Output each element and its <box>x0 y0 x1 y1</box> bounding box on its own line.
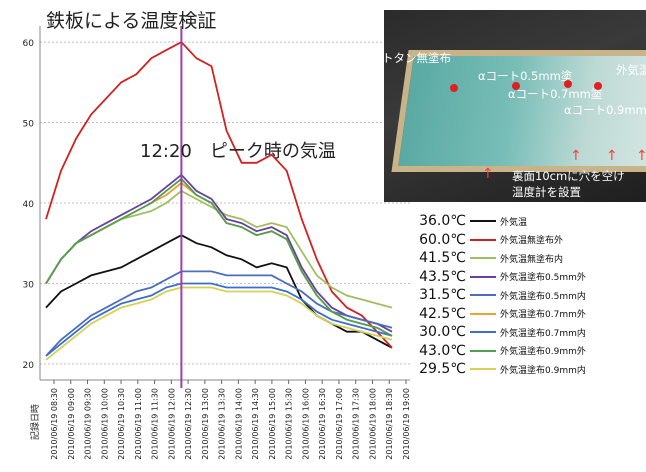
chart-grid <box>39 26 410 381</box>
legend-peak-value: 29.5℃ <box>419 361 466 378</box>
legend-entry: 36.0℃ 外気温 <box>408 212 586 231</box>
chart-series <box>45 40 393 361</box>
x-tick-label: 2010/06/19 09:30 <box>84 388 93 460</box>
x-tick-label: 2010/06/19 11:00 <box>134 388 143 460</box>
measure-point-dot <box>512 82 520 90</box>
series-line-外気温塗布0.7mm内 <box>45 282 393 357</box>
series-line-外気温塗布0.5mm内 <box>45 270 393 357</box>
chart-legend: 36.0℃ 外気温 60.0℃ 外気温無塗布外 41.5℃ 外気温無塗布内 43.5℃ 外気温… <box>408 212 586 379</box>
x-tick-label: 2010/06/19 18:30 <box>385 388 394 460</box>
arrow-up-icon: ↑ <box>636 148 646 164</box>
legend-entry: 31.5℃ 外気温塗布0.5mm内 <box>408 286 586 305</box>
legend-series-name: 外気温塗布0.9mm外 <box>500 347 586 358</box>
measure-point-dot <box>450 84 458 92</box>
photo-label-hole: 裏面10cmに穴を空け <box>512 169 625 183</box>
x-tick-label: 2010/06/19 13:30 <box>218 388 227 460</box>
measure-point-dot <box>564 80 572 88</box>
legend-swatch <box>470 349 496 352</box>
arrow-up-icon: ↑ <box>606 148 618 164</box>
y-tick-label: 20 <box>23 361 35 371</box>
x-tick-label: 2010/06/19 08:30 <box>50 388 59 460</box>
x-tick-label: 2010/06/19 15:30 <box>285 388 294 460</box>
y-tick-label: 60 <box>23 39 35 49</box>
x-tick-label: 2010/06/19 19:00 <box>402 388 411 460</box>
legend-peak-value: 60.0℃ <box>419 231 466 248</box>
legend-peak-value: 31.5℃ <box>419 287 466 304</box>
legend-entry: 43.5℃ 外気温塗布0.5mm外 <box>408 268 586 287</box>
y-tick-label: 40 <box>23 200 35 210</box>
legend-entry: 30.0℃ 外気温塗布0.7mm内 <box>408 323 586 342</box>
x-tick-label: 2010/06/19 11:30 <box>151 388 160 460</box>
legend-entry: 29.5℃ 外気温塗布0.9mm内 <box>408 360 586 379</box>
x-tick-label: 2010/06/19 17:00 <box>335 388 344 460</box>
x-tick-label: 2010/06/19 10:30 <box>117 388 126 460</box>
photo-label-coat-07: αコート0.7mm塗 <box>508 87 603 101</box>
legend-series-name: 外気温 <box>500 217 528 228</box>
legend-series-name: 外気温無塗布外 <box>500 236 564 247</box>
x-axis-title: 記録日時 <box>29 404 41 440</box>
legend-series-name: 外気温塗布0.7mm内 <box>500 328 586 339</box>
photo-label-outside-air: 外気温 <box>616 63 646 77</box>
x-tick-label: 2010/06/19 14:30 <box>251 388 260 460</box>
legend-series-name: 外気温塗布0.5mm内 <box>500 291 586 302</box>
y-tick-label: 30 <box>23 280 35 290</box>
legend-series-name: 外気温無塗布内 <box>500 254 564 265</box>
photo-label-coat-09: αコート0.9mm塗 <box>564 103 646 117</box>
x-tick-label: 2010/06/19 18:00 <box>368 388 377 460</box>
arrow-up-icon: ↑ <box>482 166 494 182</box>
x-tick-label: 2010/06/19 10:00 <box>100 388 109 460</box>
peak-annotation: 12:20 ピーク時の気温 <box>140 141 336 162</box>
x-axis-ticks: 記録日時 2010/06/19 08:30 2010/06/19 09:00 2010… <box>29 380 411 460</box>
legend-peak-value: 43.0℃ <box>419 342 466 359</box>
series-line-外気温塗布0.9mm内 <box>45 286 393 361</box>
legend-peak-value: 43.5℃ <box>419 268 466 285</box>
x-tick-label: 2010/06/19 14:00 <box>234 388 243 460</box>
legend-series-name: 外気温塗布0.5mm外 <box>500 273 586 284</box>
legend-entry: 42.5℃ 外気温塗布0.7mm外 <box>408 305 586 324</box>
legend-entry: 60.0℃ 外気温無塗布外 <box>408 231 586 250</box>
photo-label-uncoated: トタン無塗布 <box>384 51 451 65</box>
x-tick-label: 2010/06/19 12:30 <box>184 388 193 460</box>
photo-label-coat-05: αコート0.5mm塗 <box>478 69 573 83</box>
x-tick-label: 2010/06/19 13:00 <box>201 388 210 460</box>
legend-series-name: 外気温塗布0.7mm外 <box>500 310 586 321</box>
x-tick-label: 2010/06/19 15:00 <box>268 388 277 460</box>
legend-entry: 41.5℃ 外気温無塗布内 <box>408 249 586 268</box>
series-line-外気温塗布0.5mm外 <box>45 173 393 333</box>
y-axis-ticks: 20 30 40 50 60 <box>23 39 35 371</box>
legend-peak-value: 42.5℃ <box>419 305 466 322</box>
legend-swatch <box>470 331 496 334</box>
legend-swatch <box>470 368 496 371</box>
legend-peak-value: 30.0℃ <box>419 324 466 341</box>
series-line-外気温塗布0.9mm外 <box>45 177 393 337</box>
chart-title: 鉄板による温度検証 <box>46 10 217 32</box>
x-tick-label: 2010/06/19 16:30 <box>318 388 327 460</box>
x-tick-label: 2010/06/19 16:00 <box>301 388 310 460</box>
test-setup-photo: トタン無塗布 αコート0.5mm塗 αコート0.7mm塗 αコート0.9mm塗 … <box>384 10 646 202</box>
legend-swatch <box>470 312 496 315</box>
legend-peak-value: 36.0℃ <box>419 213 466 230</box>
legend-peak-value: 41.5℃ <box>419 250 466 267</box>
x-tick-label: 2010/06/19 17:30 <box>352 388 361 460</box>
legend-swatch <box>470 238 496 241</box>
legend-swatch <box>470 275 496 278</box>
legend-swatch <box>470 257 496 260</box>
legend-entry: 43.0℃ 外気温塗布0.9mm外 <box>408 342 586 361</box>
measure-point-dot <box>594 82 602 90</box>
arrow-up-icon: ↑ <box>570 148 582 164</box>
legend-swatch <box>470 220 496 223</box>
series-line-外気温無塗布外 <box>45 40 393 349</box>
legend-swatch <box>470 294 496 297</box>
x-tick-label: 2010/06/19 09:00 <box>67 388 76 460</box>
legend-series-name: 外気温塗布0.9mm内 <box>500 365 586 376</box>
photo-label-thermometer: 温度計を設置 <box>512 185 581 199</box>
y-tick-label: 50 <box>23 120 35 130</box>
x-tick-label: 2010/06/19 12:00 <box>167 388 176 460</box>
